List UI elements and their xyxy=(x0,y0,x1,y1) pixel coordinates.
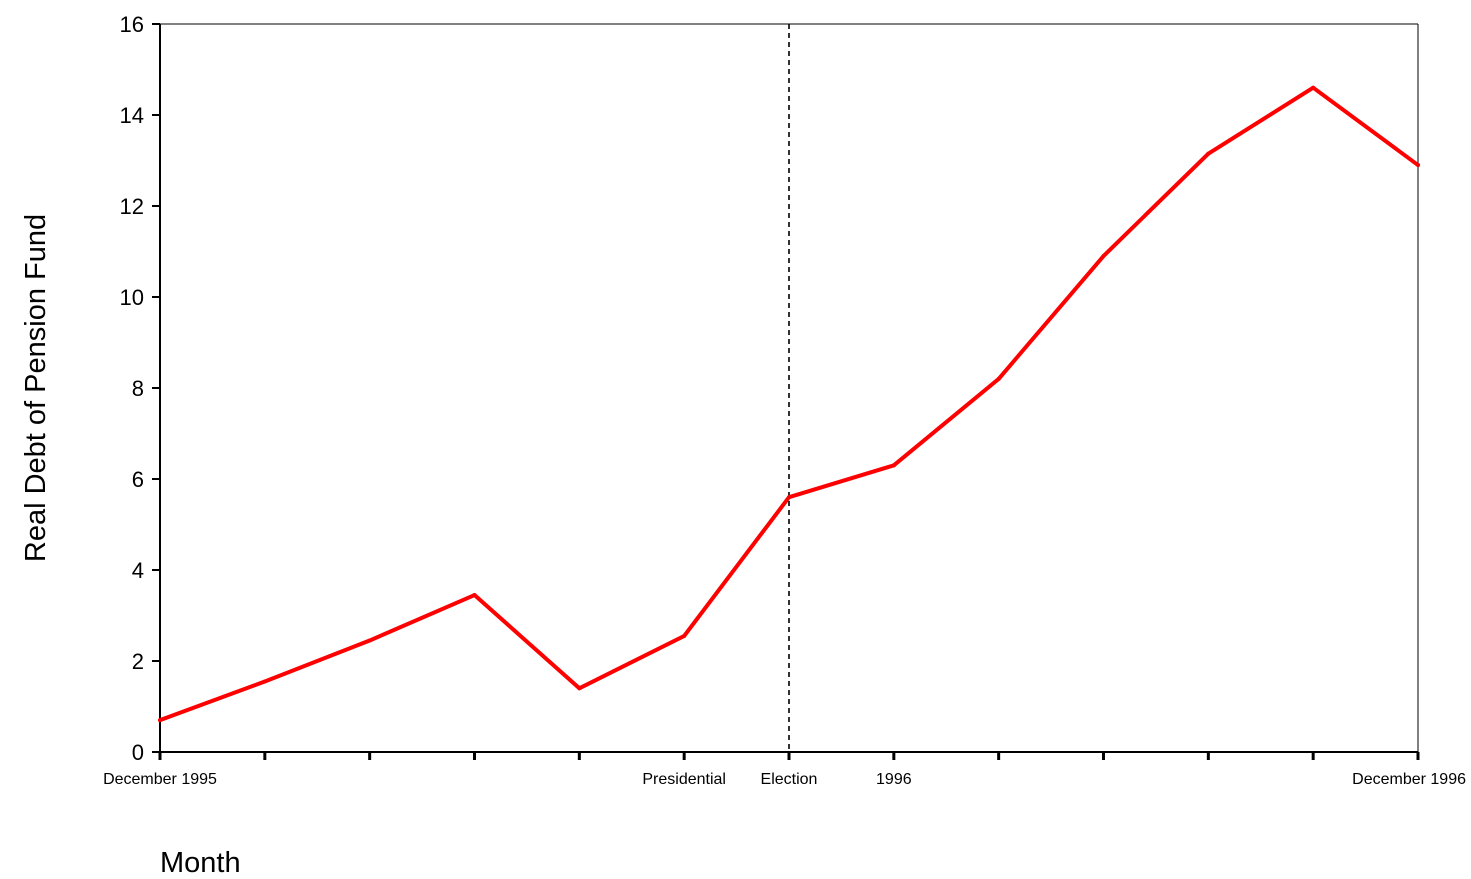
x-tick-label: December 1996 xyxy=(1352,771,1466,788)
data-point xyxy=(1206,151,1211,156)
data-point xyxy=(787,495,791,500)
y-tick-label: 6 xyxy=(132,467,144,492)
data-point xyxy=(1416,163,1420,168)
x-tick-label: Presidential xyxy=(642,771,726,788)
y-tick-label: 2 xyxy=(132,649,144,674)
data-point xyxy=(682,633,687,638)
data-point xyxy=(891,463,896,468)
data-point xyxy=(472,593,477,598)
x-tick-label: 1996 xyxy=(876,771,912,788)
y-axis-ticks: 0 2 4 6 8 10 12 14 16 xyxy=(120,12,160,765)
x-axis-ticks: December 1995 Presidential Election 1996 Dec… xyxy=(103,752,1466,788)
x-tick-label: December 1995 xyxy=(103,771,217,788)
x-tick-label: Election xyxy=(761,771,818,788)
data-point xyxy=(577,686,582,691)
data-point xyxy=(996,376,1001,381)
y-tick-label: 14 xyxy=(120,103,144,128)
data-point xyxy=(262,679,267,684)
y-tick-label: 0 xyxy=(132,740,144,765)
y-axis-title: Real Debt of Pension Fund xyxy=(20,214,52,562)
x-axis-title: Month xyxy=(160,847,241,879)
y-tick-label: 4 xyxy=(132,558,144,583)
data-point xyxy=(1101,254,1106,259)
y-tick-label: 10 xyxy=(120,285,144,310)
data-series xyxy=(158,85,1420,723)
data-point xyxy=(1311,85,1316,90)
data-point xyxy=(367,638,372,643)
y-tick-label: 12 xyxy=(120,194,144,219)
data-point xyxy=(158,718,162,723)
y-tick-label: 16 xyxy=(120,12,144,37)
y-tick-label: 8 xyxy=(132,376,144,401)
